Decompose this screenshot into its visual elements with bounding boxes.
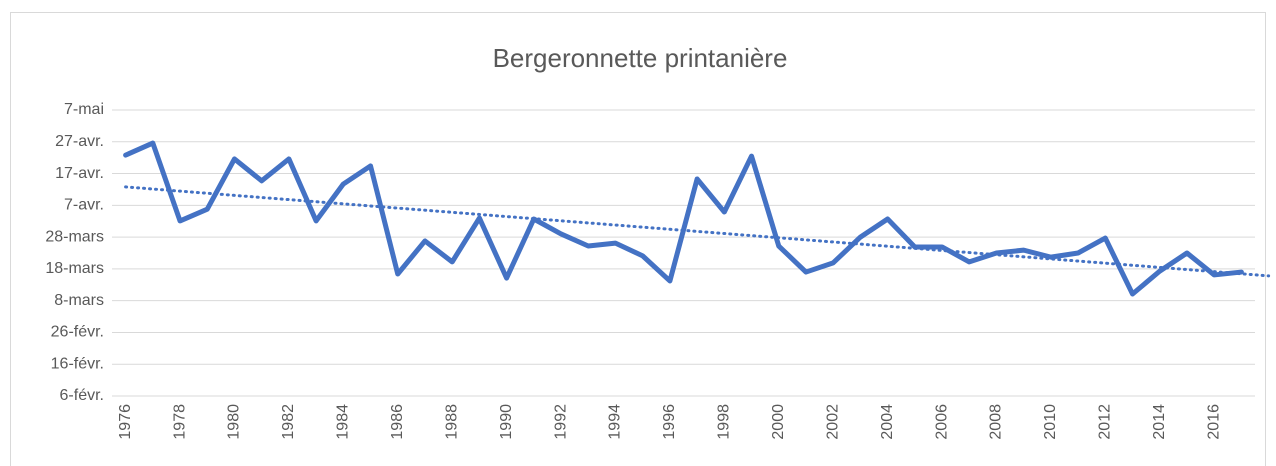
chart-frame (10, 12, 1266, 466)
y-tick-label: 27-avr. (55, 133, 104, 150)
y-tick-label: 7-avr. (64, 197, 104, 214)
x-tick-label: 1990 (498, 404, 515, 440)
x-tick-label: 1980 (226, 404, 243, 440)
x-tick-label: 2002 (824, 404, 841, 440)
y-tick-label: 18-mars (45, 260, 104, 277)
x-tick-label: 1992 (552, 404, 569, 440)
y-tick-label: 7-mai (64, 101, 104, 118)
chart-title: Bergeronnette printanière (493, 43, 788, 73)
trendline (124, 185, 1271, 278)
y-tick-label: 17-avr. (55, 165, 104, 182)
x-tick-label: 1984 (335, 404, 352, 440)
x-tick-label: 2000 (770, 404, 787, 440)
x-tick-label: 1994 (607, 404, 624, 440)
x-tick-label: 2012 (1097, 404, 1114, 440)
x-tick-label: 1976 (117, 404, 134, 440)
y-tick-label: 28-mars (45, 228, 104, 245)
x-tick-label: 1988 (443, 404, 460, 440)
y-tick-label: 26-févr. (51, 324, 104, 341)
y-tick-label: 6-févr. (60, 387, 104, 404)
x-tick-label: 2006 (933, 404, 950, 440)
x-tick-label: 1998 (716, 404, 733, 440)
x-tick-label: 2004 (879, 404, 896, 440)
x-tick-label: 2016 (1205, 404, 1222, 440)
y-tick-label: 16-févr. (51, 355, 104, 372)
x-tick-label: 2008 (988, 404, 1005, 440)
x-tick-label: 2014 (1151, 404, 1168, 440)
x-tick-label: 2010 (1042, 404, 1059, 440)
x-tick-label: 1982 (280, 404, 297, 440)
y-tick-label: 8-mars (54, 292, 104, 309)
x-tick-label: 1986 (389, 404, 406, 440)
x-tick-label: 1996 (661, 404, 678, 440)
data-line (123, 140, 1244, 297)
x-tick-label: 1978 (171, 404, 188, 440)
